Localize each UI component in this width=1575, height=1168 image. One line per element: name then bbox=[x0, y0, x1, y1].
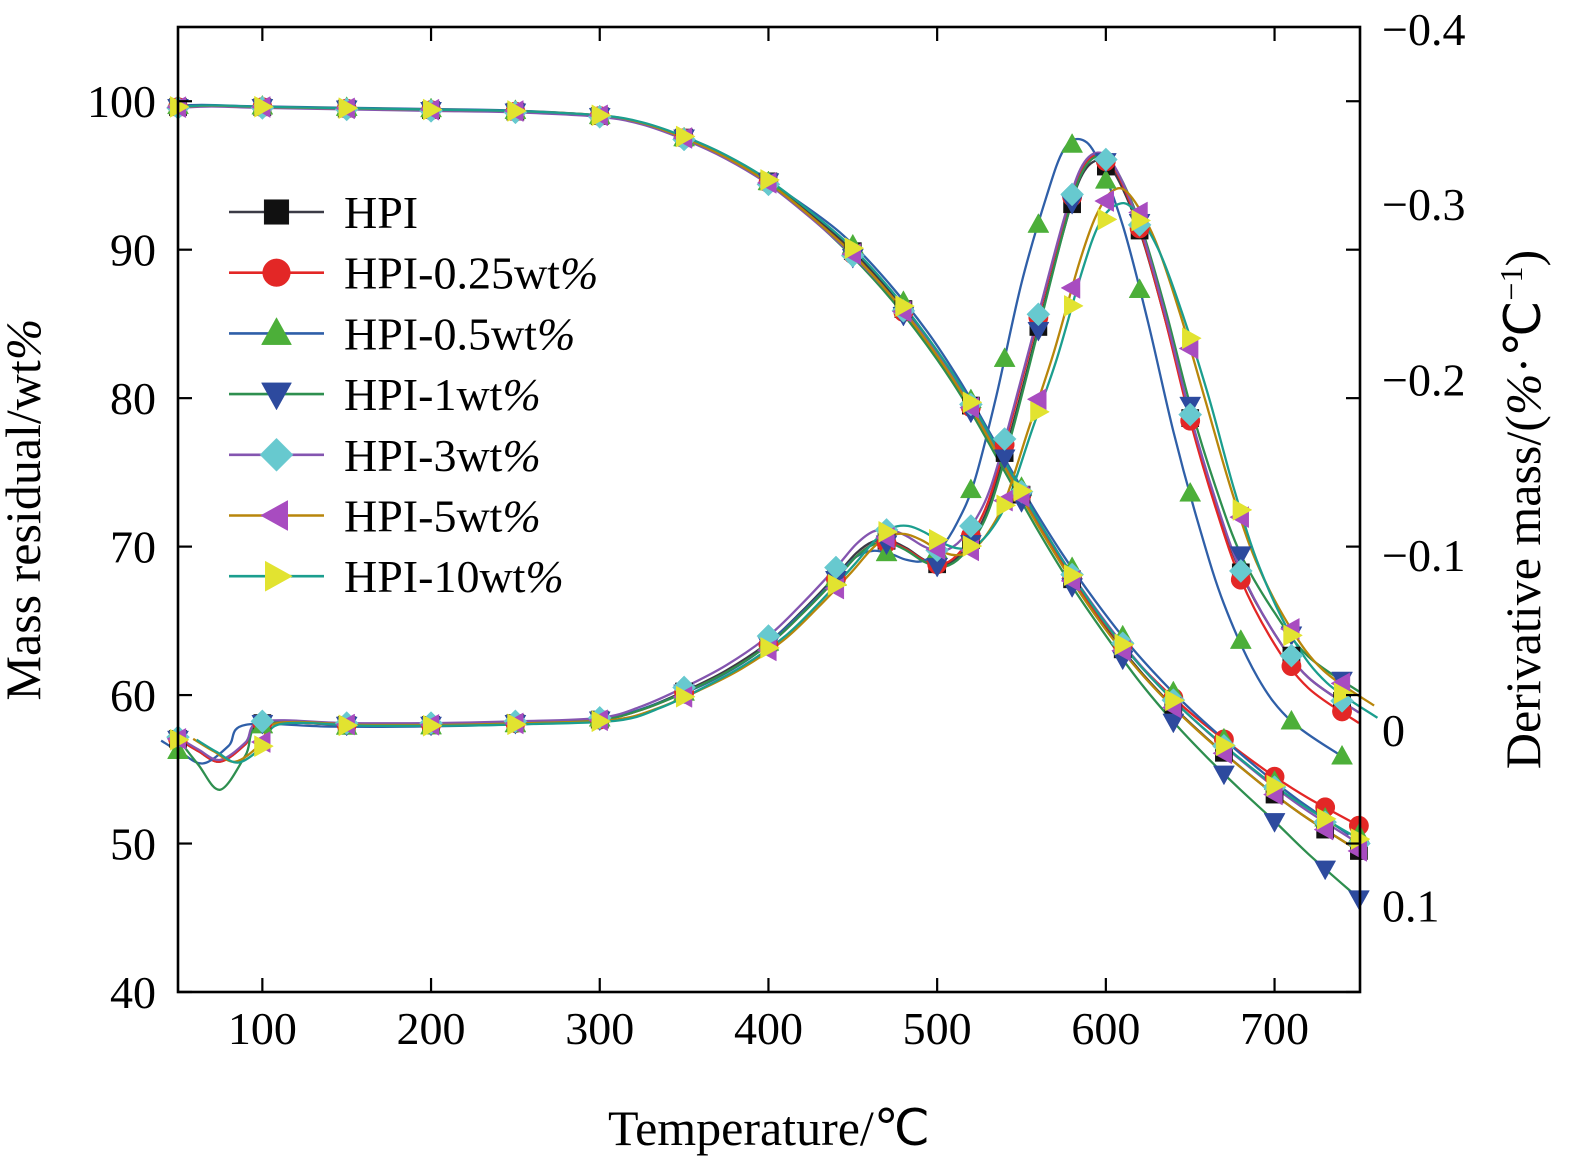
svg-text:−0.2: −0.2 bbox=[1382, 355, 1465, 406]
svg-text:0.1: 0.1 bbox=[1382, 880, 1440, 931]
svg-text:Temperature/℃: Temperature/℃ bbox=[608, 1100, 930, 1156]
svg-text:HPI-10wt%: HPI-10wt% bbox=[344, 551, 564, 602]
svg-text:HPI-1wt%: HPI-1wt% bbox=[344, 369, 541, 420]
svg-text:300: 300 bbox=[565, 1003, 634, 1054]
svg-text:Derivative mass/(%·℃−1): Derivative mass/(%·℃−1) bbox=[1493, 250, 1551, 769]
svg-text:400: 400 bbox=[734, 1003, 803, 1054]
svg-text:600: 600 bbox=[1071, 1003, 1140, 1054]
svg-text:HPI-0.25wt%: HPI-0.25wt% bbox=[344, 248, 598, 299]
svg-text:−0.1: −0.1 bbox=[1382, 530, 1465, 581]
svg-text:90: 90 bbox=[110, 225, 156, 276]
svg-text:HPI-3wt%: HPI-3wt% bbox=[344, 430, 541, 481]
svg-text:HPI-5wt%: HPI-5wt% bbox=[344, 491, 541, 542]
svg-text:100: 100 bbox=[87, 76, 156, 127]
svg-text:50: 50 bbox=[110, 819, 156, 870]
svg-text:−0.3: −0.3 bbox=[1382, 179, 1465, 230]
svg-text:−0.4: −0.4 bbox=[1382, 4, 1465, 55]
svg-text:100: 100 bbox=[228, 1003, 297, 1054]
svg-text:60: 60 bbox=[110, 670, 156, 721]
svg-text:40: 40 bbox=[110, 967, 156, 1018]
svg-text:700: 700 bbox=[1240, 1003, 1309, 1054]
svg-text:200: 200 bbox=[397, 1003, 466, 1054]
svg-text:HPI: HPI bbox=[344, 187, 418, 238]
svg-text:0: 0 bbox=[1382, 705, 1405, 756]
svg-text:Mass residual/wt%: Mass residual/wt% bbox=[0, 319, 51, 701]
svg-text:HPI-0.5wt%: HPI-0.5wt% bbox=[344, 308, 575, 359]
svg-text:70: 70 bbox=[110, 522, 156, 573]
svg-text:80: 80 bbox=[110, 373, 156, 424]
svg-text:500: 500 bbox=[903, 1003, 972, 1054]
